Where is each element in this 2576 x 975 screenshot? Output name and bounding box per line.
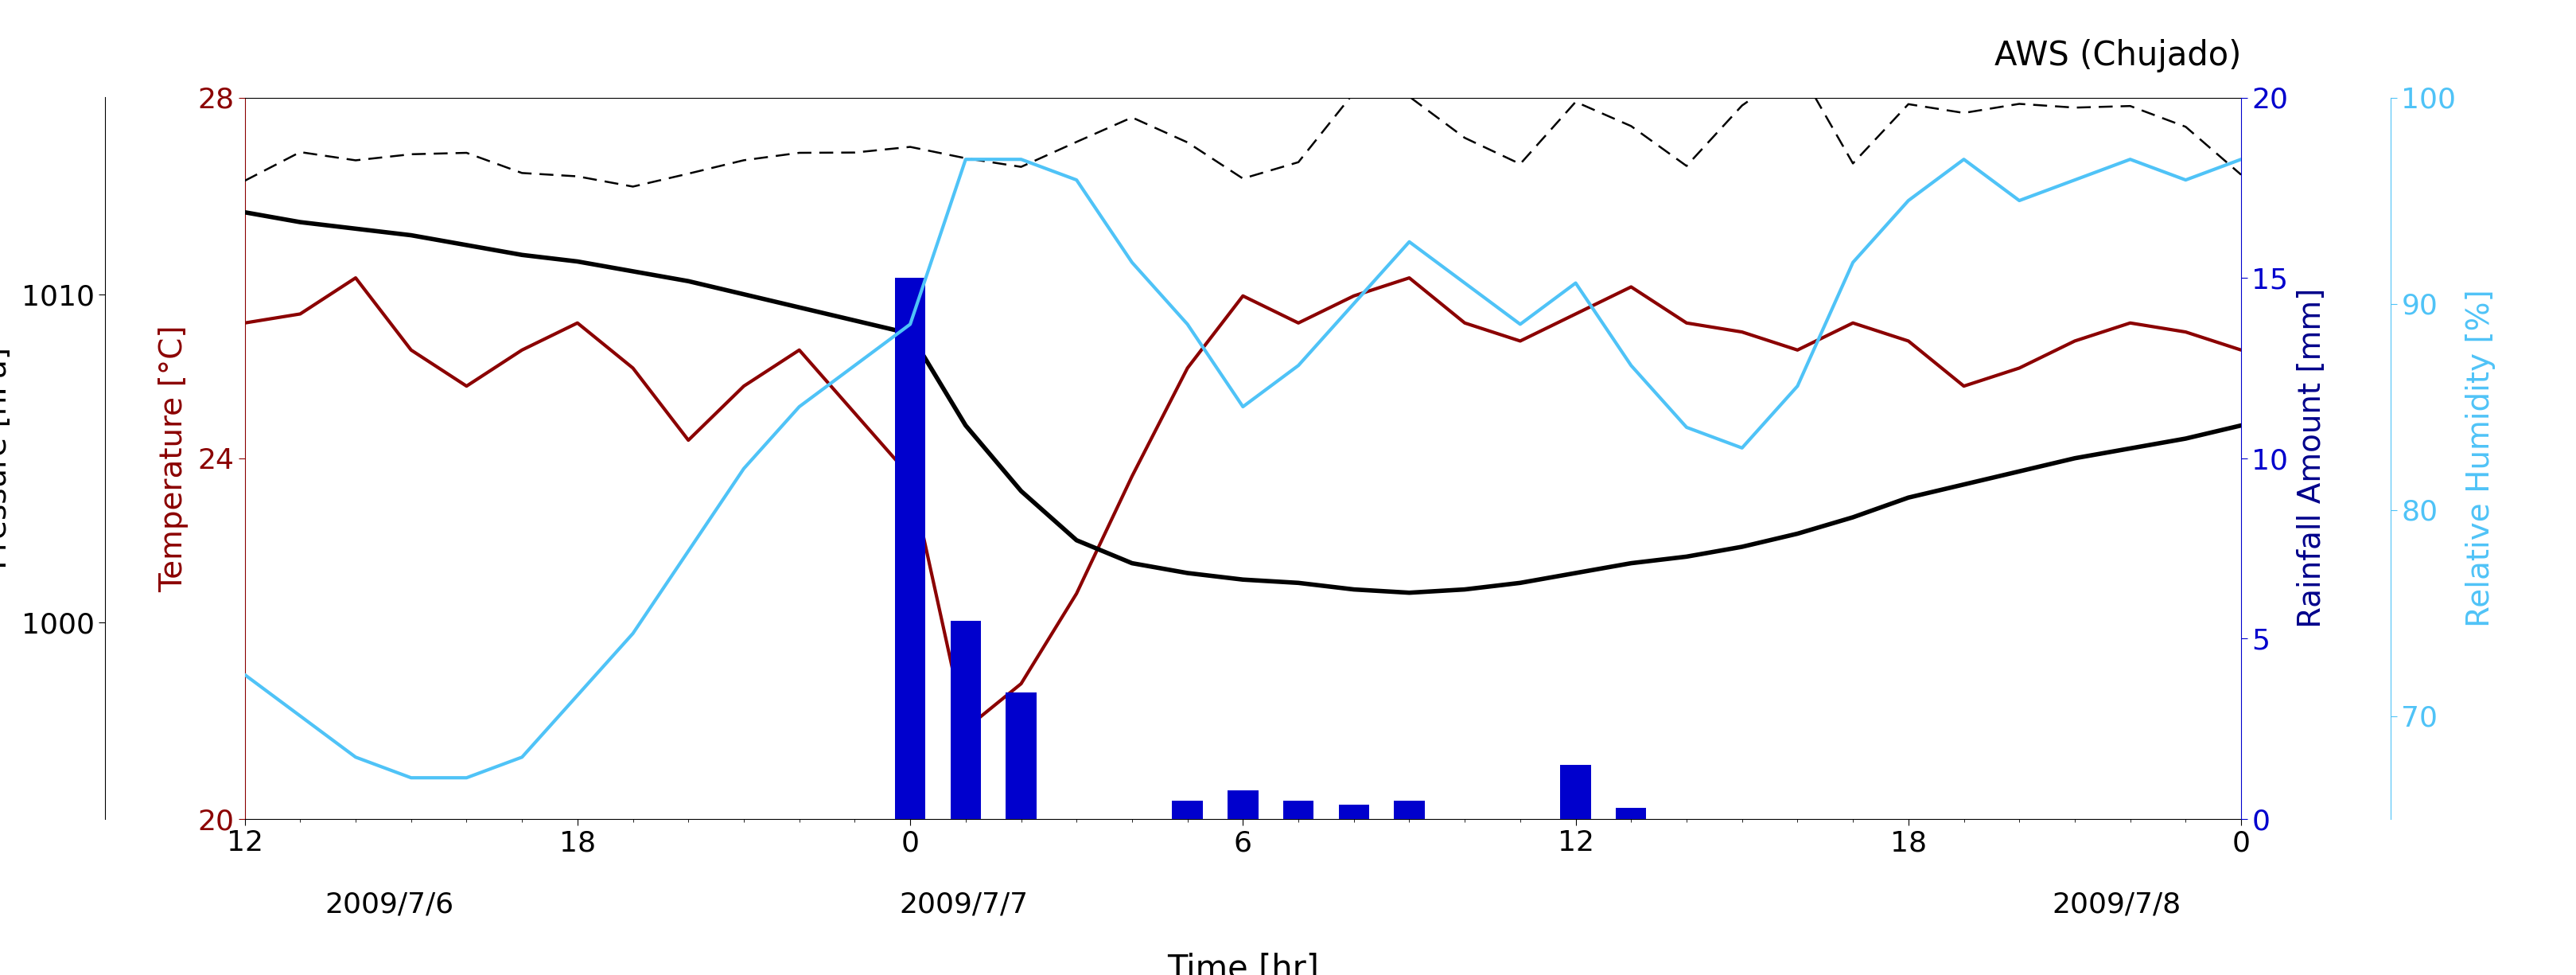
Bar (951, 620, 981, 819)
Bar (1340, 804, 1368, 819)
Text: 2009/7/6: 2009/7/6 (325, 891, 453, 918)
Y-axis label: Rainfall Amount [mm]: Rainfall Amount [mm] (2298, 289, 2326, 628)
Text: 2009/7/8: 2009/7/8 (2053, 891, 2182, 918)
Text: Time [hr]: Time [hr] (1167, 953, 1319, 975)
Y-axis label: Relative Humidity [%]: Relative Humidity [%] (2465, 290, 2496, 627)
Text: 2009/7/7: 2009/7/7 (899, 891, 1028, 918)
Bar (1561, 764, 1592, 819)
Bar (1394, 801, 1425, 819)
Y-axis label: Temperature [°C]: Temperature [°C] (160, 325, 188, 592)
Bar (894, 278, 925, 819)
Bar (1283, 801, 1314, 819)
Bar (1615, 808, 1646, 819)
Text: AWS (Chujado): AWS (Chujado) (1994, 39, 2241, 72)
Y-axis label: Pressure [hPa]: Pressure [hPa] (0, 347, 13, 569)
Bar (1172, 801, 1203, 819)
Bar (1229, 790, 1257, 819)
Bar (1005, 692, 1036, 819)
